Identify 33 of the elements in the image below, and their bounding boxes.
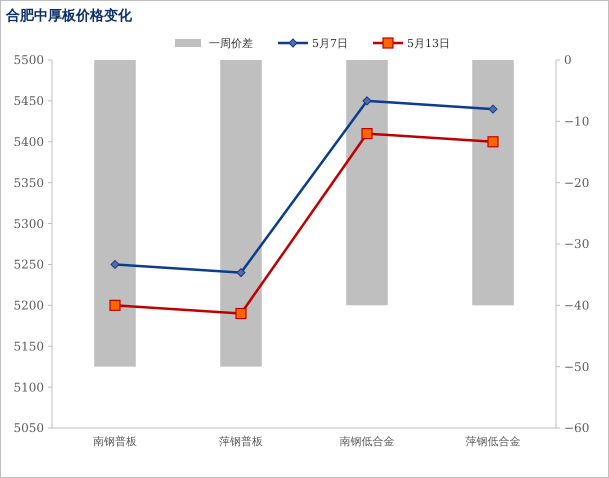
y-tick-label: 5150	[13, 339, 44, 354]
point	[362, 96, 372, 106]
y2-tick-label: −60	[564, 421, 590, 436]
point	[236, 268, 246, 278]
x-tick-label: 萍钢普板	[219, 435, 263, 448]
x-tick-label: 南钢普板	[93, 435, 137, 448]
point	[109, 300, 121, 311]
chart-title: 合肥中厚板价格变化	[5, 7, 133, 24]
y2-tick-label: 0	[564, 53, 572, 68]
y-tick-label: 5450	[13, 94, 44, 108]
y2-tick-label: −50	[564, 360, 590, 374]
y2-tick-label: −20	[564, 176, 590, 190]
legend-label: 5月13日	[407, 36, 450, 50]
y-tick-label: 5350	[13, 176, 44, 190]
y-tick-label: 5500	[13, 53, 44, 68]
legend-label: 5月7日	[312, 36, 348, 50]
y-tick-label: 5050	[13, 421, 44, 436]
point	[487, 136, 499, 148]
y-tick-label: 5300	[13, 216, 44, 231]
y-tick-label: 5400	[13, 134, 44, 149]
y-tick-label: 5250	[13, 258, 44, 272]
y2-tick-label: −10	[564, 114, 590, 129]
y-tick-label: 5200	[13, 298, 44, 313]
legend-label: 一周价差	[209, 36, 253, 50]
point	[235, 308, 247, 320]
y-tick-label: 5100	[13, 380, 44, 394]
x-tick-label: 南钢低合金	[340, 435, 394, 448]
y2-tick-label: −40	[564, 298, 590, 313]
x-tick-label: 萍钢低合金	[466, 435, 520, 448]
point	[110, 260, 120, 269]
point	[488, 104, 498, 114]
y2-tick-label: −30	[564, 237, 590, 252]
point	[361, 128, 373, 140]
